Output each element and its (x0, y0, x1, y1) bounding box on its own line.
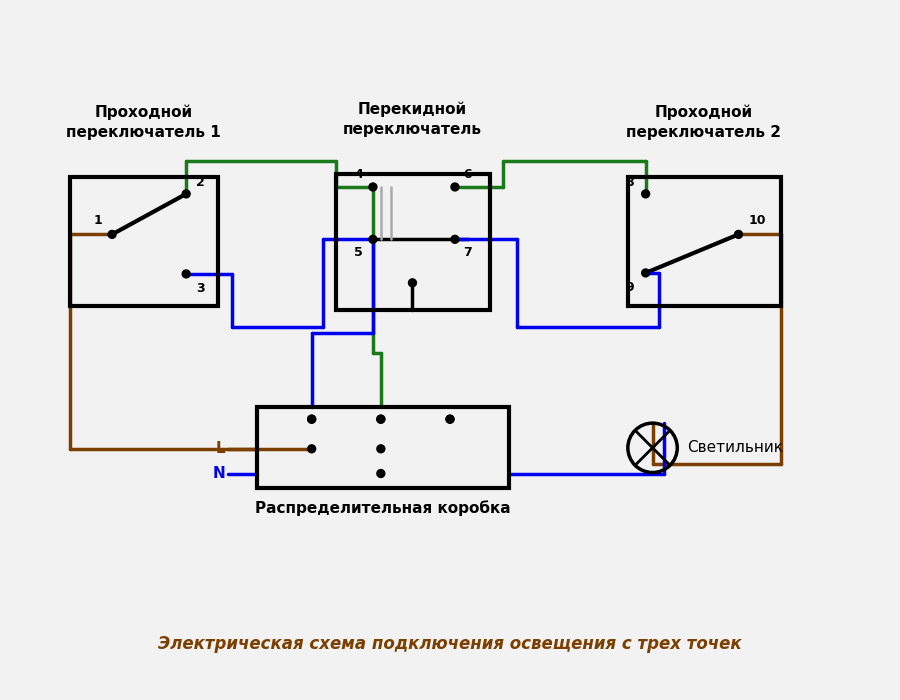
Text: переключатель 2: переключатель 2 (626, 125, 781, 139)
Bar (69, 177, 218, 305)
Circle shape (182, 270, 190, 278)
Text: 8: 8 (626, 176, 634, 189)
Text: переключатель 1: переключатель 1 (67, 125, 221, 139)
Circle shape (108, 230, 116, 238)
Text: переключатель: переключатель (343, 122, 482, 136)
Text: Перекидной: Перекидной (358, 102, 467, 117)
Circle shape (308, 445, 316, 453)
Circle shape (642, 190, 650, 198)
Text: 9: 9 (626, 281, 634, 294)
Text: 3: 3 (196, 282, 204, 295)
Text: 10: 10 (749, 214, 766, 228)
Text: Проходной: Проходной (94, 104, 193, 120)
Circle shape (308, 415, 316, 423)
Circle shape (451, 235, 459, 244)
Text: L: L (216, 441, 226, 456)
Circle shape (451, 183, 459, 191)
Text: 4: 4 (355, 168, 363, 181)
Circle shape (377, 445, 385, 453)
Text: Проходной: Проходной (655, 104, 753, 120)
Circle shape (182, 190, 190, 198)
Text: Электрическая схема подключения освещения с трех точек: Электрическая схема подключения освещени… (158, 636, 742, 654)
Circle shape (377, 415, 385, 423)
Circle shape (308, 415, 316, 423)
Circle shape (377, 415, 385, 423)
Circle shape (369, 235, 377, 244)
Text: 5: 5 (355, 246, 363, 259)
Text: 7: 7 (463, 246, 472, 259)
Text: 1: 1 (94, 214, 103, 228)
Text: Светильник: Светильник (687, 440, 783, 455)
Circle shape (446, 415, 454, 423)
Text: 2: 2 (196, 176, 205, 189)
Bar (257, 407, 509, 489)
Bar (337, 174, 490, 311)
Circle shape (642, 269, 650, 277)
Text: N: N (213, 466, 226, 481)
Circle shape (369, 183, 377, 191)
Text: 6: 6 (463, 168, 472, 181)
Circle shape (446, 415, 454, 423)
Circle shape (734, 230, 742, 238)
Circle shape (409, 279, 417, 287)
Bar (628, 177, 781, 305)
Text: Распределительная коробка: Распределительная коробка (255, 500, 510, 516)
Circle shape (377, 470, 385, 477)
